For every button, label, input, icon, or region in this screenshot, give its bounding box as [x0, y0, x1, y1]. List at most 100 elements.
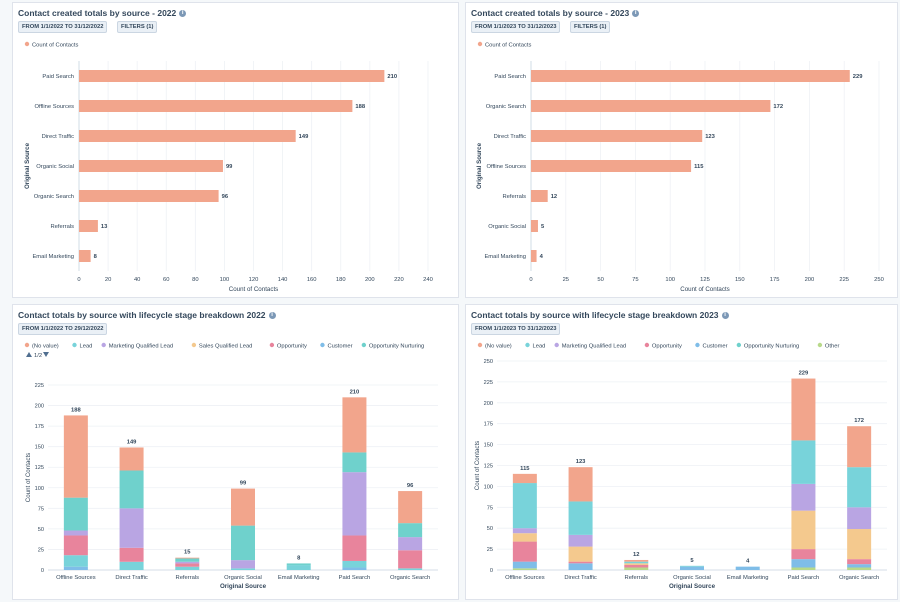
- bar-segment-marketing-qualified-lead: [512, 528, 537, 534]
- x-tick-label: 80: [192, 277, 198, 283]
- bar-organic-search: [531, 100, 771, 112]
- bar-segment-opportunity: [791, 549, 816, 560]
- info-icon[interactable]: i: [721, 312, 729, 320]
- total-label: 115: [520, 466, 530, 472]
- category-label: Direct Traffic: [42, 134, 75, 140]
- x-tick-label: 240: [423, 277, 433, 283]
- bar-segment-customer: [680, 566, 704, 570]
- bar-segment-lead: [680, 565, 704, 567]
- bar-segment-opportunity-nurturing: [175, 558, 200, 562]
- x-tick-label: 0: [529, 277, 532, 283]
- bar-segment-opportunity-nurturing: [286, 563, 311, 566]
- data-label: 115: [694, 164, 704, 170]
- x-tick-label: 125: [700, 277, 710, 283]
- data-label: 5: [541, 224, 545, 230]
- bar-segment-no-value: [791, 378, 816, 441]
- bar-segment-customer: [791, 559, 816, 568]
- bar-segment-customer: [63, 566, 88, 570]
- category-label: Email Marketing: [278, 575, 320, 581]
- category-label: Offline Sources: [505, 575, 545, 581]
- bar-organic-social: [79, 160, 223, 172]
- date-filter-tag[interactable]: FROM 1/1/2023 TO 31/12/2023: [471, 21, 561, 33]
- stacked-bar-chart-2022: (No value) Lead Marketing Qualified Lead Sa…: [24, 342, 438, 590]
- filters-tag[interactable]: FILTERS (1): [117, 21, 158, 33]
- bar-email-marketing: [79, 250, 91, 262]
- date-filter-tag[interactable]: FROM 1/1/2022 TO 31/12/2022: [18, 21, 108, 33]
- bar-segment-marketing-qualified-lead: [847, 507, 872, 530]
- category-label: Direct Traffic: [115, 575, 148, 581]
- total-label: 172: [854, 418, 864, 424]
- x-tick-label: 50: [597, 277, 603, 283]
- panel-title-text: Contact created totals by source - 2023: [471, 8, 630, 18]
- category-label: Organic Social: [673, 575, 711, 581]
- bar-segment-opportunity-nurturing: [119, 470, 144, 509]
- x-tick-label: 200: [805, 277, 815, 283]
- legend-label: Opportunity Nurturing: [369, 344, 424, 350]
- y-axis-label: Original Source: [24, 142, 31, 189]
- category-label: Organic Search: [34, 194, 74, 200]
- bar-segment-other: [847, 567, 872, 570]
- legend-label: Count of Contacts: [485, 43, 532, 49]
- filters-tag[interactable]: FILTERS (1): [570, 21, 611, 33]
- total-label: 96: [407, 483, 414, 489]
- y-tick-label: 225: [484, 380, 493, 386]
- bar-segment-sales-qualified-lead: [512, 533, 537, 542]
- x-tick-label: 75: [632, 277, 638, 283]
- bar-segment-no-value: [512, 473, 537, 484]
- bar-segment-no-value: [847, 426, 872, 468]
- x-tick-label: 220: [394, 277, 404, 283]
- date-filter-tag[interactable]: FROM 1/1/2023 TO 31/12/2023: [471, 323, 561, 335]
- bar-segment-sales-qualified-lead: [624, 563, 649, 565]
- data-label: 149: [299, 134, 309, 140]
- bar-direct-traffic: [531, 130, 703, 142]
- stacked-bar-chart-2023: (No value) Lead Marketing Qualified Lead Op…: [474, 342, 887, 590]
- bar-segment-marketing-qualified-lead: [791, 483, 816, 511]
- panel-title: Contact totals by source with lifecycle …: [471, 310, 729, 320]
- category-label: Paid Search: [42, 74, 74, 80]
- legend-label: Opportunity Nurturing: [744, 344, 799, 350]
- bar-segment-opportunity: [847, 559, 872, 565]
- x-tick-label: 100: [220, 277, 230, 283]
- y-tick-label: 0: [490, 568, 493, 574]
- info-icon[interactable]: i: [632, 10, 640, 18]
- total-label: 188: [71, 407, 81, 413]
- bar-segment-no-value: [119, 447, 144, 471]
- bar-segment-lead: [175, 566, 200, 570]
- category-label: Paid Search: [494, 74, 526, 80]
- panel-2023-totals: Contact created totals by source - 2023 i…: [465, 2, 898, 298]
- x-tick-label: 40: [134, 277, 140, 283]
- info-icon[interactable]: i: [268, 312, 276, 320]
- bar-segment-customer: [735, 566, 760, 570]
- y-tick-label: 225: [35, 383, 44, 389]
- panel-title-text: Contact totals by source with lifecycle …: [18, 310, 266, 320]
- info-icon[interactable]: i: [179, 10, 187, 18]
- bar-segment-other: [512, 568, 537, 570]
- data-label: 12: [551, 194, 557, 200]
- bar-segment-lead: [847, 467, 872, 508]
- bar-organic-social: [531, 220, 538, 232]
- total-label: 210: [350, 389, 360, 395]
- legend-swatch-opportunity: [269, 342, 275, 348]
- bar-segment-opportunity: [175, 563, 200, 567]
- total-label: 99: [240, 481, 247, 487]
- category-label: Offline Sources: [486, 164, 526, 170]
- bar-segment-lead: [791, 440, 816, 484]
- bar-segment-lead: [286, 565, 311, 570]
- date-filter-tag[interactable]: FROM 1/1/2022 TO 29/12/2022: [18, 323, 108, 335]
- bar-segment-customer: [568, 563, 593, 570]
- legend-label: Marketing Qualified Lead: [562, 344, 626, 350]
- data-label: 229: [853, 74, 863, 80]
- legend-swatch-lead: [72, 342, 77, 348]
- bar-segment-opportunity: [624, 564, 649, 568]
- legend-swatch-marketing-qualified-lead: [101, 342, 106, 348]
- data-label: 4: [540, 254, 544, 260]
- panel-2022-lifecycle: Contact totals by source with lifecycle …: [12, 304, 459, 600]
- y-tick-label: 50: [38, 527, 44, 533]
- x-tick-label: 60: [163, 277, 169, 283]
- y-axis-label: Count of Contacts: [474, 441, 481, 491]
- total-label: 4: [746, 559, 750, 565]
- bar-segment-marketing-qualified-lead: [119, 508, 144, 548]
- bar-segment-customer: [847, 564, 872, 568]
- bar-segment-other: [624, 567, 649, 570]
